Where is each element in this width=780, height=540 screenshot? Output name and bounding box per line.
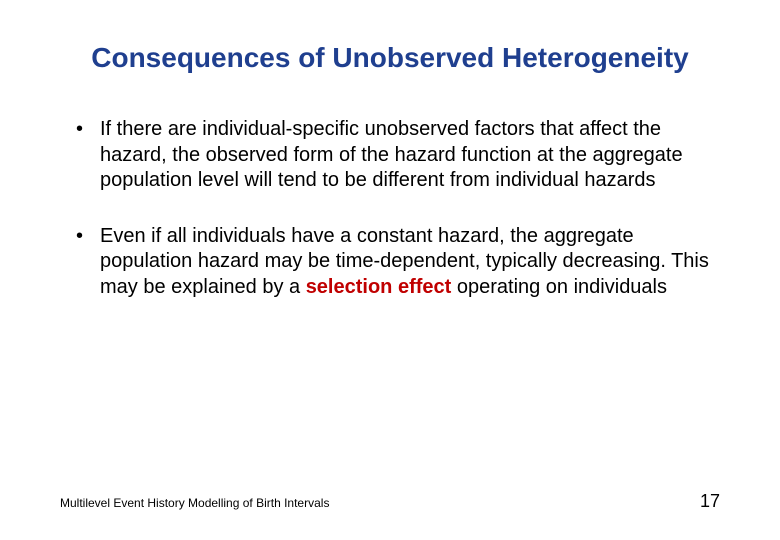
page-number: 17	[700, 491, 720, 512]
footer-text: Multilevel Event History Modelling of Bi…	[60, 496, 329, 510]
bullet-item: Even if all individuals have a constant …	[100, 224, 720, 301]
bullet-highlight: selection effect	[306, 276, 452, 298]
bullet-item: If there are individual-specific unobser…	[100, 117, 720, 194]
bullet-text-suffix: operating on individuals	[451, 276, 667, 298]
bullet-text: If there are individual-specific unobser…	[100, 118, 683, 191]
bullet-list: If there are individual-specific unobser…	[60, 117, 720, 301]
slide-title: Consequences of Unobserved Heterogeneity	[70, 40, 710, 75]
slide: Consequences of Unobserved Heterogeneity…	[0, 0, 780, 540]
